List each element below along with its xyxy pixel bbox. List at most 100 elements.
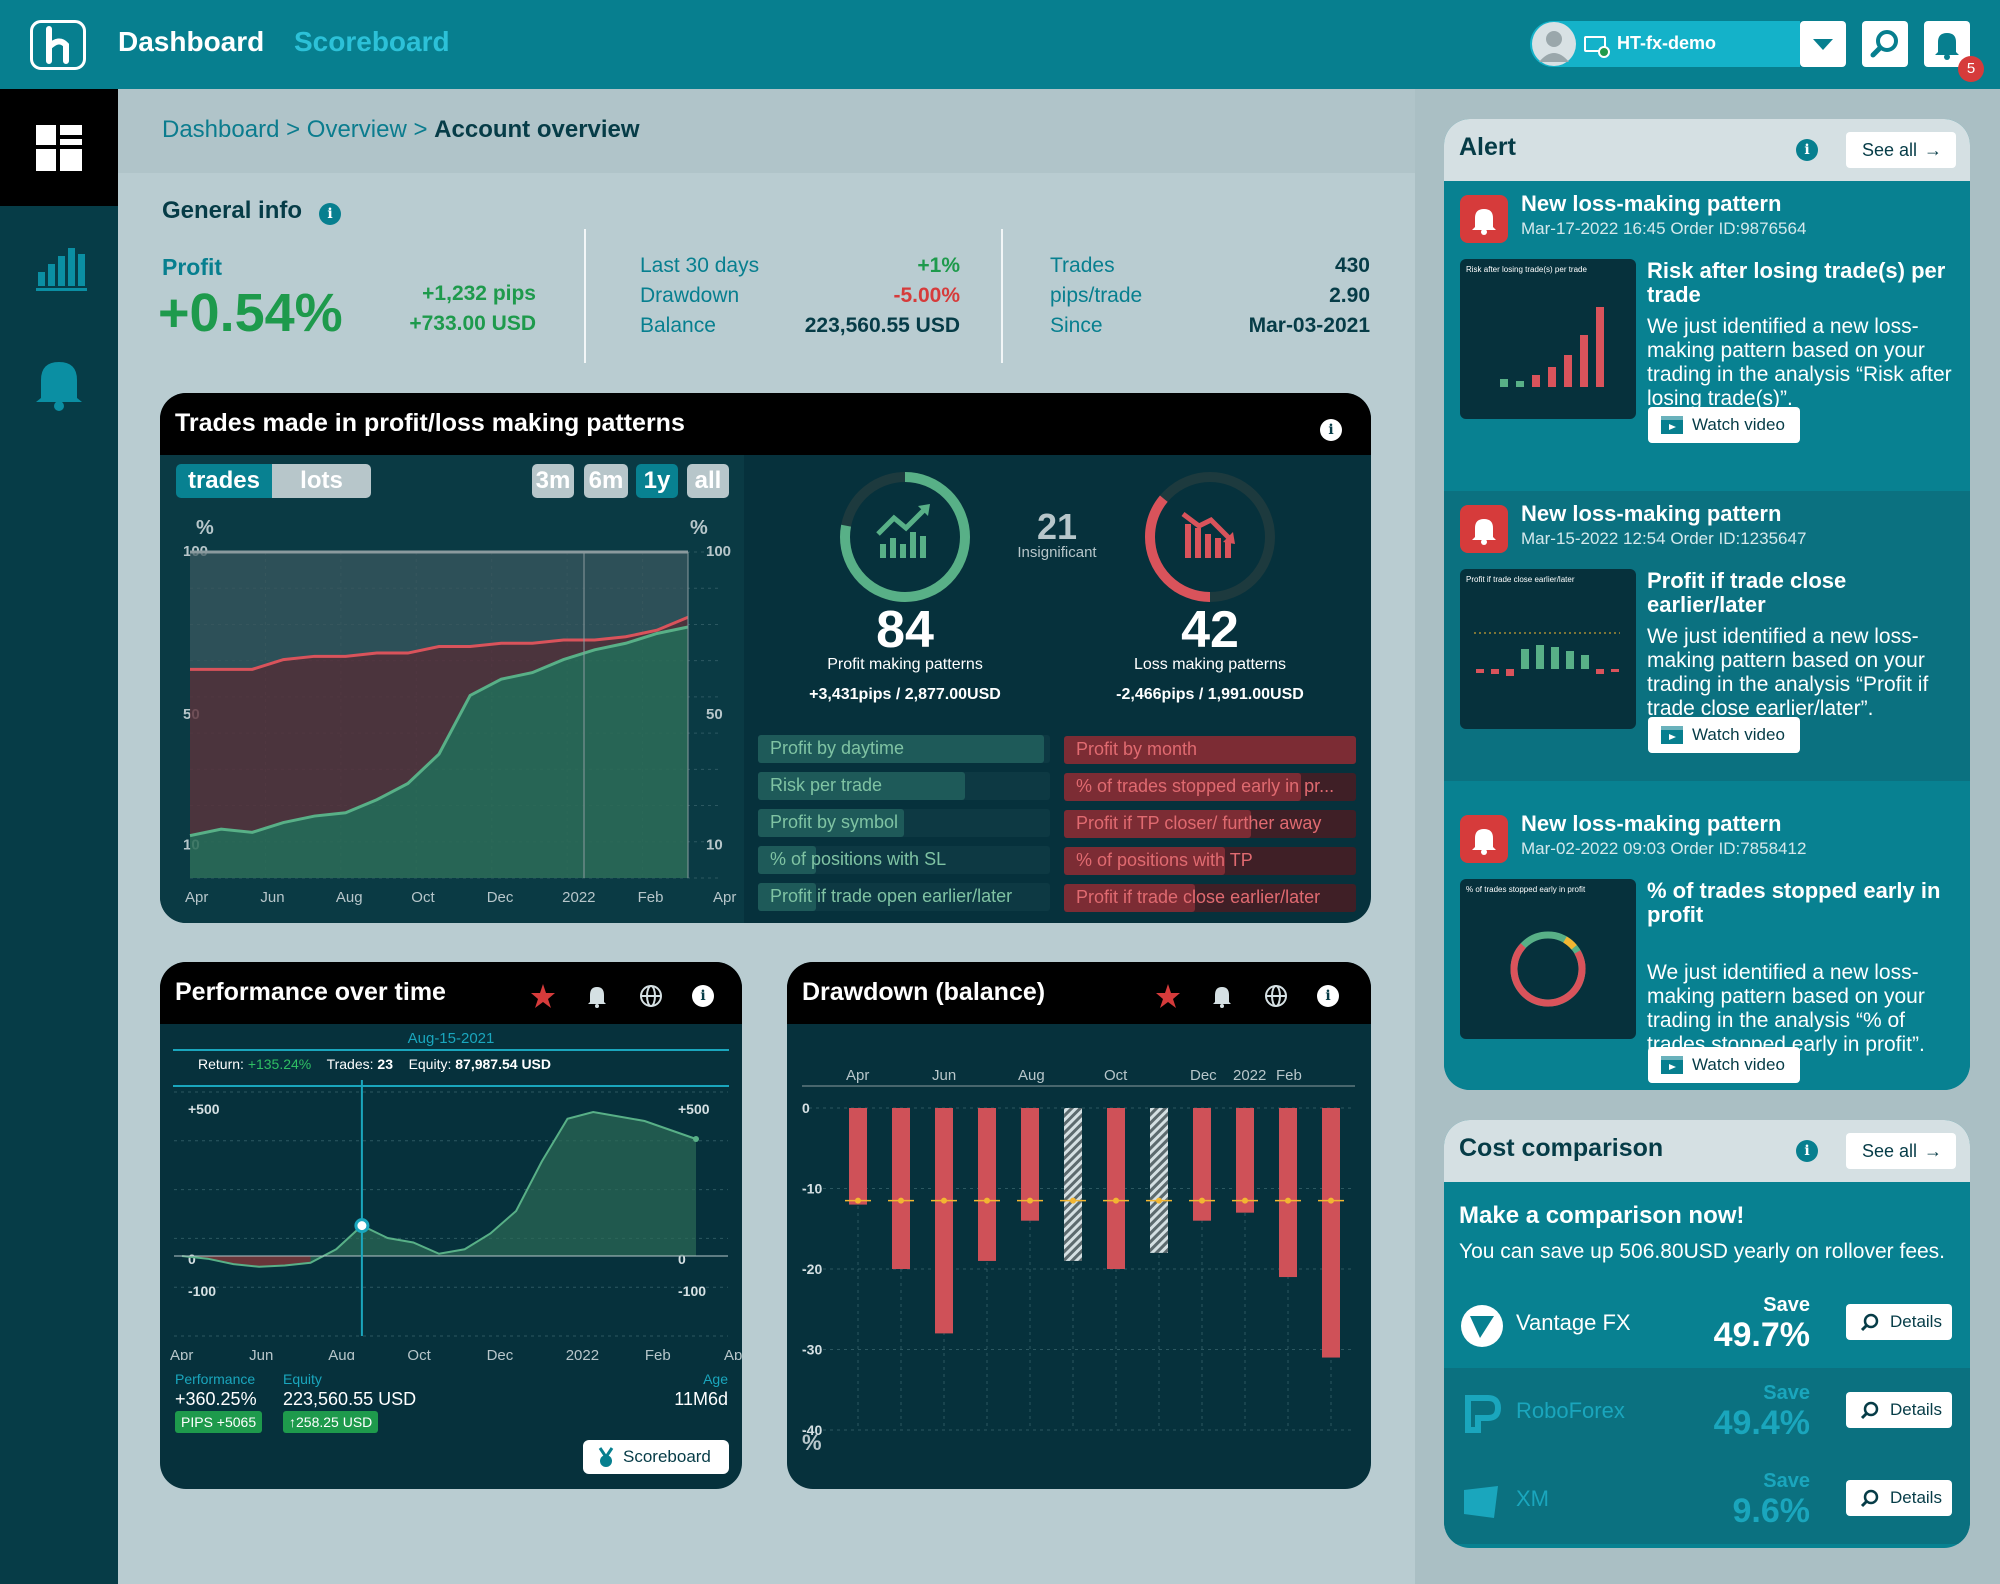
info-icon[interactable]: i [319, 203, 341, 225]
end-point [693, 1136, 699, 1142]
alert-thumbnail[interactable]: % of trades stopped early in profit [1460, 879, 1636, 1039]
globe-icon[interactable] [638, 983, 664, 1009]
info-icon[interactable]: i [1796, 139, 1818, 161]
x-tick: Dec [487, 889, 514, 906]
bar-fill [1064, 736, 1356, 764]
profit-pips: +1,232 pips [422, 282, 536, 305]
x-tick: Jun [249, 1347, 273, 1360]
medal-icon [598, 1447, 614, 1467]
alert-item[interactable]: New loss-making pattern Mar-02-2022 09:0… [1444, 801, 1970, 1090]
sidebar-item-dashboard[interactable] [0, 89, 118, 206]
bar-fill [758, 883, 817, 911]
account-dropdown-button[interactable] [1800, 21, 1846, 67]
details-button[interactable]: Details [1846, 1480, 1952, 1516]
alert-item[interactable]: New loss-making pattern Mar-17-2022 16:4… [1444, 181, 1970, 471]
info-icon[interactable]: i [1796, 1140, 1818, 1162]
panel-header [787, 962, 1371, 1024]
nav-dashboard[interactable]: Dashboard [118, 26, 265, 57]
search-button[interactable] [1862, 21, 1908, 67]
profit-pattern-item[interactable]: Profit by daytime [758, 735, 1050, 763]
y-unit: % [802, 1430, 822, 1455]
thumb-bar [1611, 669, 1619, 672]
info-icon[interactable]: i [1320, 419, 1342, 441]
x-tick: Dec [487, 1347, 514, 1360]
watch-video-button[interactable]: Watch video [1648, 407, 1800, 443]
loss-line [190, 615, 689, 671]
range-all[interactable]: all [687, 464, 729, 498]
x-tick: Aug [328, 1347, 355, 1360]
equity-area [182, 1112, 696, 1267]
toggle-lots[interactable]: lots [272, 464, 371, 498]
search-icon [1860, 1313, 1879, 1332]
loss-pattern-item[interactable]: Profit if trade close earlier/later [1064, 884, 1356, 912]
drawdown-chart: % 0 -10 -20 -30 -40 Apr Jun Aug Oct Dec 2022 Feb [802, 1067, 1355, 1455]
drawdown-bar [1107, 1108, 1125, 1269]
range-1y[interactable]: 1y [636, 464, 678, 498]
item-label: % of trades stopped early in pr... [1076, 776, 1335, 796]
cost-headline: Make a comparison now! [1459, 1202, 1745, 1229]
account-name: HT-fx-demo [1617, 33, 1716, 53]
breadcrumb-dashboard[interactable]: Dashboard [162, 116, 280, 143]
performance-chart: Apr Jun Aug Oct Dec 2022 Feb Apr +500 +500 0 0 -100 -… [170, 1080, 742, 1360]
cost-subtitle: You can save up 506.80USD yearly on roll… [1459, 1240, 1946, 1263]
negative-area [182, 1256, 311, 1267]
star-icon[interactable] [1155, 983, 1181, 1009]
alert-thumbnail[interactable]: Risk after losing trade(s) per trade [1460, 259, 1636, 419]
loss-pattern-item[interactable]: Profit if TP closer/ further away [1064, 810, 1356, 838]
stat-label: Balance [640, 314, 716, 337]
stat-label: Drawdown [640, 284, 740, 307]
info-icon[interactable]: i [692, 985, 714, 1007]
thumb-bar [1476, 669, 1484, 673]
watch-video-button[interactable]: Watch video [1648, 717, 1800, 753]
pips-badge: PIPS +5065 [175, 1411, 263, 1433]
breadcrumb-overview[interactable]: Overview [306, 116, 407, 143]
x-tick: Jun [260, 889, 284, 906]
nav-scoreboard[interactable]: Scoreboard [294, 26, 450, 57]
profit-pattern-item[interactable]: % of positions with SL [758, 846, 1050, 874]
info-icon[interactable]: i [1317, 985, 1339, 1007]
toggle-trades[interactable]: trades [176, 464, 272, 498]
details-button[interactable]: Details [1846, 1304, 1952, 1340]
loss-pattern-item[interactable]: % of positions with TP [1064, 847, 1356, 875]
watch-video-button[interactable]: Watch video [1648, 1047, 1800, 1083]
thumb-bar [1564, 355, 1572, 387]
range-6m[interactable]: 6m [584, 464, 628, 498]
x-tick: 2022 [562, 889, 595, 906]
y-tick: 50 [706, 706, 723, 723]
globe-icon[interactable] [1263, 983, 1289, 1009]
star-icon[interactable] [530, 983, 556, 1009]
scoreboard-button[interactable]: Scoreboard [583, 1440, 729, 1474]
loss-pattern-item[interactable]: % of trades stopped early in pr... [1064, 773, 1356, 801]
profit-pattern-item[interactable]: Risk per trade [758, 772, 1050, 800]
item-label: % of positions with SL [770, 849, 947, 869]
alert-item[interactable]: New loss-making pattern Mar-15-2022 12:5… [1444, 491, 1970, 781]
profit-pattern-item[interactable]: Profit if trade open earlier/later [758, 883, 1050, 911]
thumb-bar [1581, 655, 1589, 669]
loss-pattern-item[interactable]: Profit by month [1064, 736, 1356, 764]
sidebar-item-alerts[interactable] [0, 340, 118, 420]
app-logo[interactable] [30, 20, 86, 70]
item-label: Profit if trade open earlier/later [770, 886, 1013, 906]
alert-text: We just identified a new loss-making pat… [1647, 961, 1925, 1056]
x-tick: Oct [411, 889, 435, 906]
loss-pattern-label: Loss making patterns [1133, 656, 1287, 673]
profit-pattern-item[interactable]: Profit by symbol [758, 809, 1050, 837]
bell-icon[interactable] [1209, 983, 1235, 1009]
y-tick: -20 [802, 1261, 822, 1277]
details-button[interactable]: Details [1846, 1392, 1952, 1428]
sidebar-item-statistics[interactable] [0, 226, 118, 306]
alert-thumbnail[interactable]: Profit if trade close earlier/later [1460, 569, 1636, 729]
age-value: 11M6d [674, 1389, 728, 1409]
equity-label: Equity [283, 1371, 322, 1387]
cost-see-all-button[interactable]: See all → [1846, 1133, 1956, 1169]
marker-dot [1285, 1197, 1291, 1204]
divider [584, 229, 586, 363]
alerts-see-all-button[interactable]: See all → [1846, 132, 1956, 168]
bell-icon[interactable] [584, 983, 610, 1009]
range-3m[interactable]: 3m [532, 464, 574, 498]
drawdown-bar [1021, 1108, 1039, 1221]
drawdown-bar [1236, 1108, 1254, 1213]
thumb-bar [1491, 669, 1499, 674]
broker-name: XM [1516, 1486, 1549, 1511]
drawdown-bar [978, 1108, 996, 1261]
